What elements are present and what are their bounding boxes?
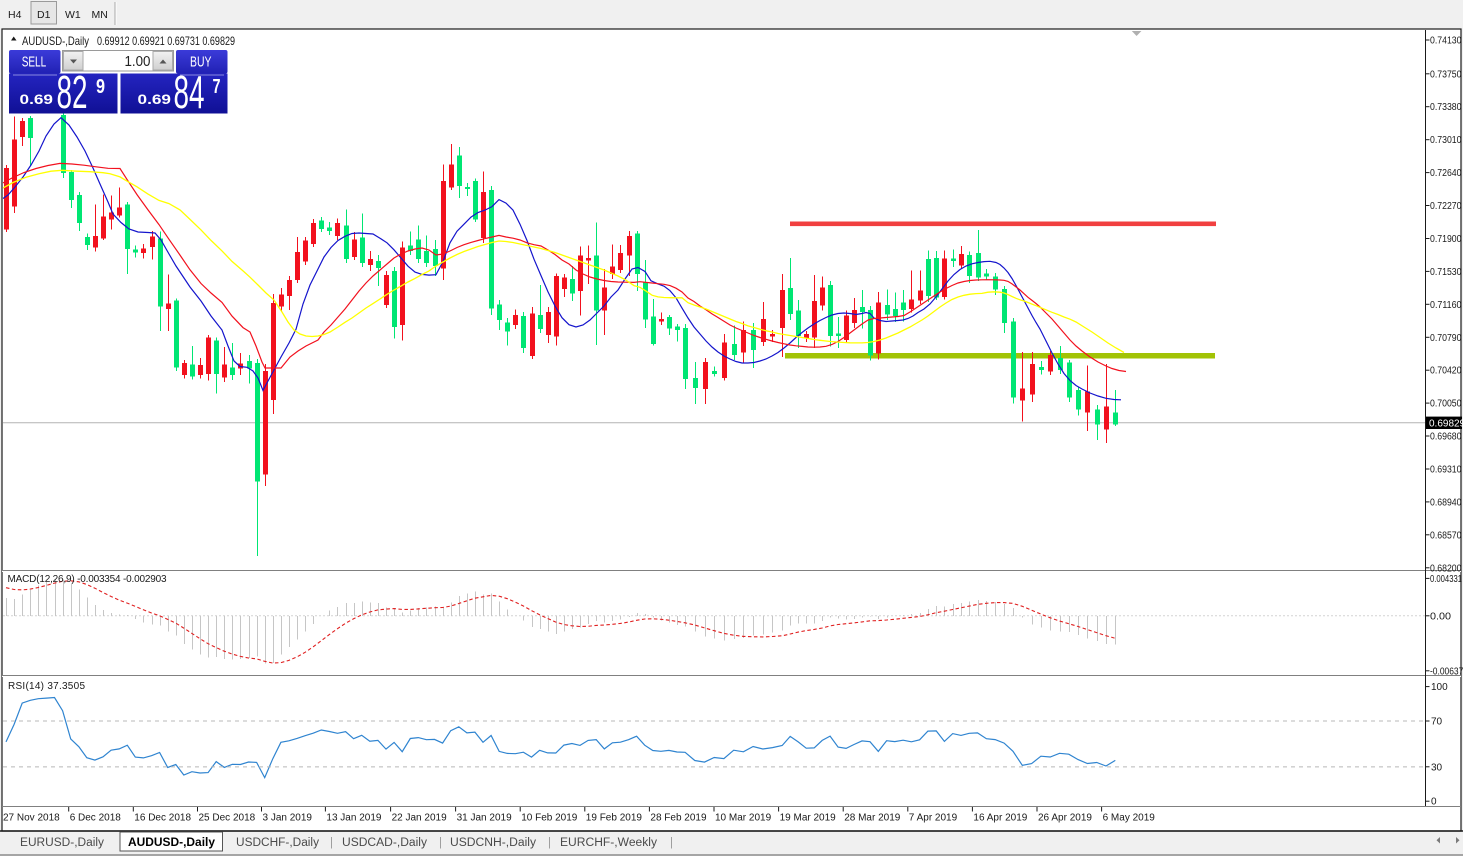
svg-text:0.69: 0.69	[20, 91, 54, 107]
svg-text:0.73380: 0.73380	[1430, 102, 1462, 113]
svg-text:28 Mar 2019: 28 Mar 2019	[844, 813, 901, 824]
svg-text:19 Mar 2019: 19 Mar 2019	[780, 813, 837, 824]
svg-text:3 Jan 2019: 3 Jan 2019	[263, 813, 313, 824]
svg-text:0.004331: 0.004331	[1430, 574, 1462, 585]
svg-text:0.71160: 0.71160	[1430, 300, 1462, 311]
svg-text:0.69: 0.69	[138, 91, 172, 107]
svg-text:|: |	[330, 837, 333, 849]
svg-text:100: 100	[1431, 682, 1448, 693]
svg-text:26 Apr 2019: 26 Apr 2019	[1038, 813, 1092, 824]
svg-text:19 Feb 2019: 19 Feb 2019	[586, 813, 643, 824]
svg-text:0.68570: 0.68570	[1430, 530, 1462, 541]
svg-text:SELL: SELL	[22, 55, 47, 71]
svg-text:|: |	[548, 837, 551, 849]
svg-text:0.69829: 0.69829	[1429, 418, 1463, 429]
svg-text:0.72640: 0.72640	[1430, 168, 1462, 179]
svg-text:13 Jan 2019: 13 Jan 2019	[326, 813, 381, 824]
svg-text:EURCHF-,Weekly: EURCHF-,Weekly	[560, 837, 657, 849]
svg-text:0.68200: 0.68200	[1430, 563, 1462, 574]
svg-text:AUDUSD-,Daily: AUDUSD-,Daily	[22, 34, 89, 48]
svg-text:-0.006373: -0.006373	[1430, 666, 1463, 677]
svg-text:0.71900: 0.71900	[1430, 234, 1462, 245]
svg-text:0.00: 0.00	[1430, 611, 1451, 622]
svg-text:22 Jan 2019: 22 Jan 2019	[392, 813, 447, 824]
svg-text:16 Apr 2019: 16 Apr 2019	[973, 813, 1027, 824]
svg-text:0.70790: 0.70790	[1430, 333, 1462, 344]
svg-text:W1: W1	[65, 9, 81, 21]
svg-text:70: 70	[1431, 717, 1443, 728]
svg-text:0.69310: 0.69310	[1430, 465, 1462, 476]
svg-text:10 Feb 2019: 10 Feb 2019	[521, 813, 578, 824]
svg-text:9: 9	[96, 76, 105, 98]
svg-text:BUY: BUY	[190, 55, 212, 71]
svg-text:84: 84	[174, 66, 205, 118]
svg-text:31 Jan 2019: 31 Jan 2019	[457, 813, 512, 824]
svg-text:30: 30	[1431, 762, 1443, 773]
svg-text:RSI(14) 37.3505: RSI(14) 37.3505	[8, 681, 85, 692]
svg-text:0: 0	[1431, 797, 1437, 808]
svg-text:0.68940: 0.68940	[1430, 497, 1462, 508]
svg-text:USDCNH-,Daily: USDCNH-,Daily	[450, 837, 536, 849]
svg-text:0.73750: 0.73750	[1430, 69, 1462, 80]
svg-text:EURUSD-,Daily: EURUSD-,Daily	[20, 837, 104, 849]
svg-text:0.74130: 0.74130	[1430, 36, 1462, 47]
svg-text:1.00: 1.00	[125, 54, 151, 70]
svg-text:MN: MN	[92, 9, 108, 21]
svg-text:MACD(12,26,9) -0.003354 -0.002: MACD(12,26,9) -0.003354 -0.002903	[8, 574, 167, 585]
svg-text:0.69680: 0.69680	[1430, 432, 1462, 443]
svg-text:USDCHF-,Daily: USDCHF-,Daily	[236, 837, 319, 849]
svg-text:0.69912 0.69921 0.69731 0.6982: 0.69912 0.69921 0.69731 0.69829	[97, 34, 235, 48]
svg-text:|: |	[670, 837, 673, 849]
svg-text:0.71530: 0.71530	[1430, 267, 1462, 278]
svg-text:0.70050: 0.70050	[1430, 399, 1462, 410]
svg-text:7: 7	[213, 76, 221, 98]
svg-text:0.70420: 0.70420	[1430, 366, 1462, 377]
svg-text:6 Dec 2018: 6 Dec 2018	[70, 813, 122, 824]
svg-text:28 Feb 2019: 28 Feb 2019	[650, 813, 707, 824]
svg-text:82: 82	[57, 66, 88, 118]
svg-text:25 Dec 2018: 25 Dec 2018	[199, 813, 256, 824]
svg-text:0.72270: 0.72270	[1430, 201, 1462, 212]
svg-text:USDCAD-,Daily: USDCAD-,Daily	[342, 837, 427, 849]
svg-text:7 Apr 2019: 7 Apr 2019	[909, 813, 958, 824]
svg-text:AUDUSD-,Daily: AUDUSD-,Daily	[128, 837, 216, 849]
svg-text:10 Mar 2019: 10 Mar 2019	[715, 813, 772, 824]
svg-text:D1: D1	[37, 9, 51, 21]
svg-text:H4: H4	[8, 9, 22, 21]
svg-text:0.73010: 0.73010	[1430, 135, 1462, 146]
svg-text:6 May 2019: 6 May 2019	[1103, 813, 1156, 824]
svg-text:16 Dec 2018: 16 Dec 2018	[134, 813, 191, 824]
svg-text:27 Nov 2018: 27 Nov 2018	[3, 813, 60, 824]
svg-text:|: |	[439, 837, 442, 849]
